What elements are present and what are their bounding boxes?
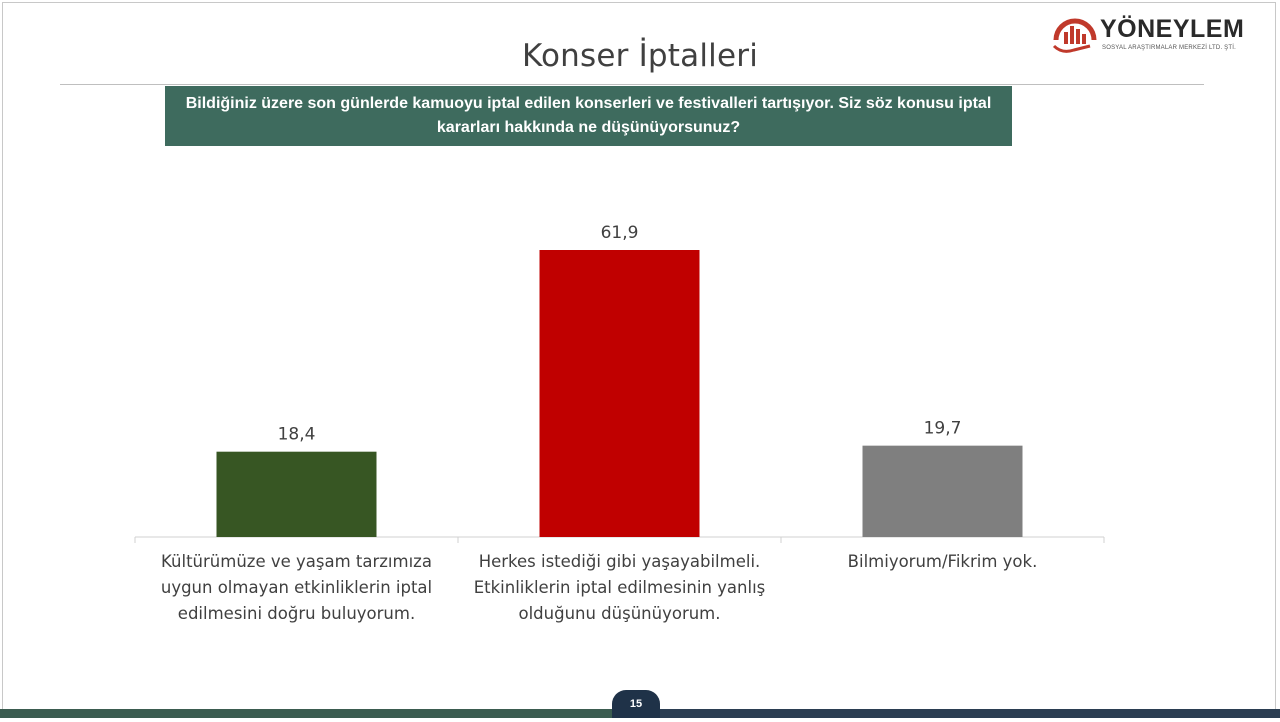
category-label-1: Kültürümüze ve yaşam tarzımıza uygun olm…	[160, 552, 433, 623]
bar-3	[862, 445, 1023, 537]
page-number: 15	[612, 690, 660, 718]
logo-mark-icon	[1052, 18, 1097, 53]
category-label-2: Herkes istediği gibi yaşayabilmeli. Etki…	[473, 552, 766, 623]
slide-title: Konser İptalleri	[521, 38, 759, 74]
logo-name: YÖNEYLEM	[1100, 15, 1245, 43]
yoneylem-logo: YÖNEYLEM SOSYAL ARAŞTIRMALAR MERKEZİ LTD…	[1050, 10, 1255, 60]
bar-value-label-1: 18,4	[278, 425, 316, 445]
bar-2	[539, 250, 700, 537]
bar-value-label-3: 19,7	[924, 419, 962, 439]
category-label-3: Bilmiyorum/Fikrim yok.	[847, 552, 1038, 571]
survey-question: Bildiğiniz üzere son günlerde kamuoyu ip…	[165, 86, 1012, 146]
title-divider	[60, 84, 1204, 85]
bar-value-label-2: 61,9	[601, 223, 639, 243]
bar-1	[216, 451, 377, 537]
footer-bar-accent	[660, 709, 1280, 718]
logo-subtitle: SOSYAL ARAŞTIRMALAR MERKEZİ LTD. ŞTİ.	[1102, 45, 1236, 51]
